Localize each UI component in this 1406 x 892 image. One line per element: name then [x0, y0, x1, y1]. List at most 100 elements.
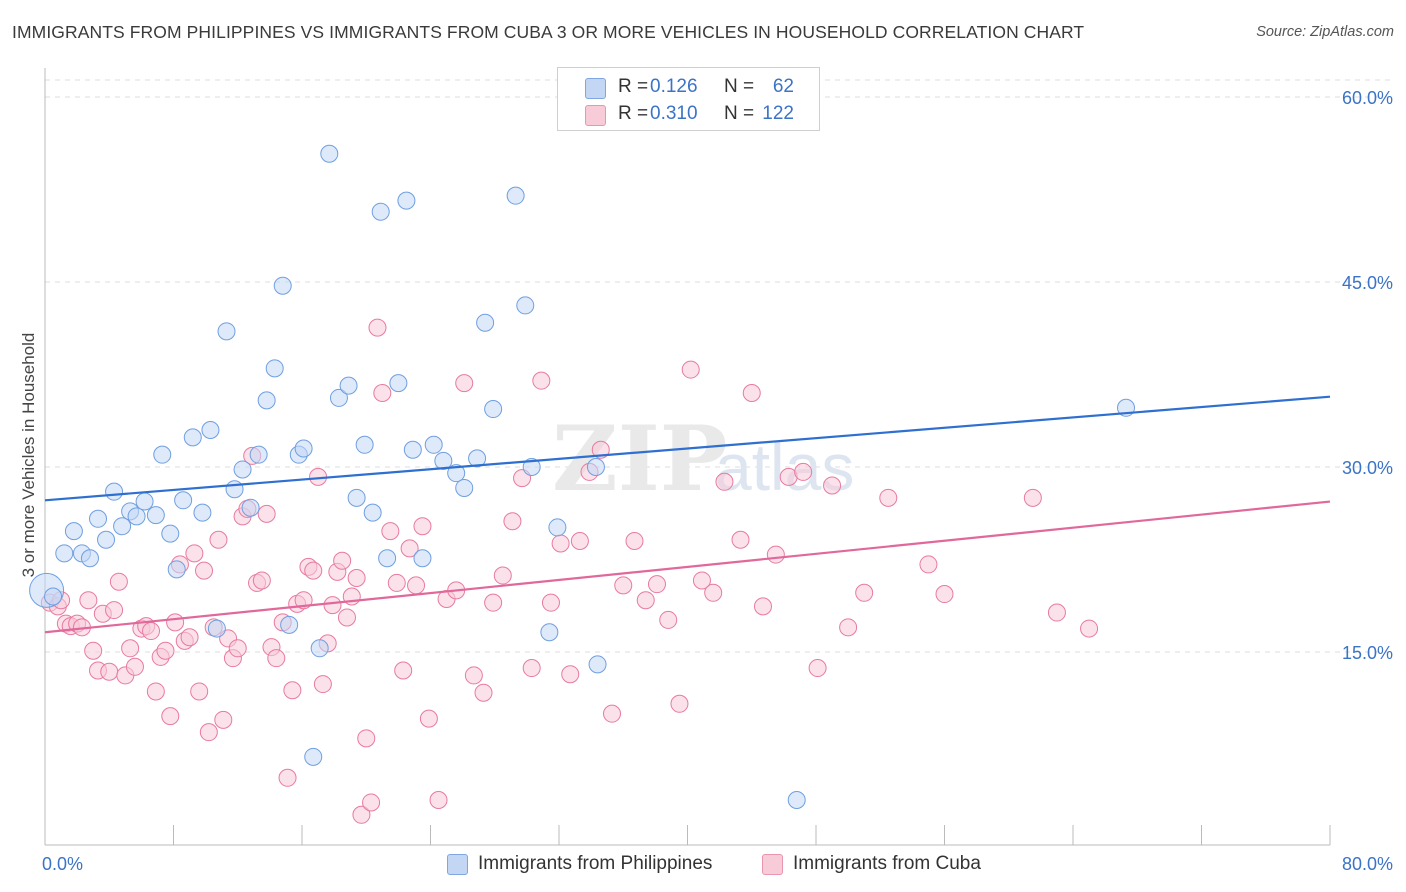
stats-row-cuba: R = 0.310 N = 122 [558, 103, 819, 127]
cuba-point-77 [455, 374, 474, 393]
philippines-point-9 [113, 517, 132, 536]
cuba-point-69 [394, 661, 413, 680]
philippines-point-27 [257, 391, 276, 410]
trendlines [44, 395, 1331, 634]
cuba-point-91 [591, 440, 610, 459]
cuba-point-82 [503, 512, 522, 531]
cuba-point-33 [209, 530, 228, 549]
philippines-point-3 [64, 522, 83, 541]
x-tick-labels: 0.0% 80.0% [42, 854, 1393, 874]
cuba-point-110 [823, 476, 842, 495]
cuba-point-118 [1080, 619, 1099, 638]
cuba-point-115 [935, 585, 954, 604]
legend-label-cuba: Immigrants from Cuba [793, 853, 981, 874]
philippines-point-23 [225, 480, 244, 499]
cuba-point-61 [347, 569, 366, 587]
philippines-point-11 [127, 507, 146, 526]
legend-swatch-philippines [447, 854, 468, 875]
philippines-point-34 [310, 639, 329, 658]
cuba-point-92 [603, 704, 622, 723]
cuba-point-74 [429, 791, 448, 809]
cuba-point-93 [614, 576, 633, 595]
cuba-point-81 [493, 566, 512, 585]
cuba-point-80 [484, 593, 503, 612]
cuba-point-114 [919, 555, 938, 574]
cuba-point-48 [283, 681, 302, 700]
trendline-cuba [44, 500, 1331, 634]
philippines-point-40 [363, 503, 382, 522]
philippines-point-7 [97, 530, 116, 549]
philippines-point-12 [135, 492, 154, 511]
cuba-point-89 [570, 532, 589, 550]
cuba-point-87 [551, 534, 570, 553]
y-tick-labels: 15.0% 30.0% 45.0% 60.0% [1342, 88, 1393, 663]
cuba-point-100 [692, 571, 711, 590]
philippines-point-24 [233, 460, 252, 479]
cuba-point-103 [731, 530, 750, 549]
cuba-point-13 [109, 572, 128, 591]
cuba-point-19 [142, 622, 161, 641]
gridlines [45, 79, 1393, 653]
philippines-point-42 [378, 549, 397, 568]
philippines-point-29 [273, 276, 292, 295]
cuba-point-11 [100, 662, 119, 681]
r-label: R = [618, 103, 649, 124]
x-tick-label-1: 80.0% [1342, 854, 1393, 874]
cuba-point-27 [180, 628, 199, 647]
philippines-point-57 [540, 623, 559, 642]
cuba-point-72 [413, 517, 432, 536]
philippines-point-59 [586, 458, 605, 476]
cuba-point-113 [879, 488, 898, 507]
philippines-point-30 [280, 615, 299, 634]
cuba-point-63 [357, 729, 376, 748]
cuba-point-71 [407, 576, 426, 595]
philippines-point-25 [241, 498, 260, 517]
philippines-point-61 [787, 791, 806, 809]
cuba-point-45 [267, 649, 286, 668]
philippines-point-22 [217, 322, 236, 341]
philippines-point-16 [167, 560, 186, 579]
cuba-point-23 [161, 707, 180, 726]
stats-legend: R = 0.126 N = 62 R = 0.310 N = 122 [557, 67, 820, 131]
philippines-point-20 [201, 421, 220, 439]
cuba-point-34 [214, 710, 233, 729]
philippines-point-48 [434, 451, 453, 470]
philippines-point-41 [371, 202, 390, 221]
cuba-point-84 [522, 659, 541, 678]
philippines-point-21 [207, 619, 226, 638]
cuba-point-65 [368, 318, 387, 337]
philippines-point-8 [105, 482, 124, 501]
cuba-point-78 [464, 666, 483, 685]
philippines-point-52 [476, 313, 495, 332]
series-legend: Immigrants from Philippines Immigrants f… [0, 852, 1406, 878]
philippines-point-14 [153, 445, 172, 464]
cuba-point-104 [742, 384, 761, 402]
philippines-point-49 [447, 464, 466, 483]
y-tick-label-3: 60.0% [1342, 88, 1393, 108]
philippines-point-17 [174, 491, 193, 510]
cuba-point-95 [636, 591, 655, 610]
cuba-point-37 [228, 639, 247, 658]
cuba-point-96 [647, 575, 666, 594]
watermark: ZIP atlas [552, 406, 854, 512]
cuba-point-88 [561, 665, 580, 684]
cuba-point-102 [715, 472, 734, 491]
cuba-point-47 [278, 768, 297, 787]
cuba-point-108 [794, 462, 813, 481]
philippines-point-50 [455, 478, 474, 497]
cuba-point-64 [362, 793, 381, 812]
cuba-point-101 [704, 583, 723, 602]
philippines-point-45 [403, 440, 422, 459]
philippines-point-32 [294, 439, 313, 458]
y-axis-label: 3 or more Vehicles in Household [19, 333, 38, 578]
n-value: 122 [762, 103, 794, 124]
philippines-point-5 [80, 549, 99, 568]
cuba-point-56 [323, 596, 342, 615]
cuba-point-58 [333, 551, 352, 570]
watermark-zip: ZIP [552, 406, 727, 512]
n-label: N = [724, 76, 755, 97]
cuba-point-31 [199, 723, 218, 742]
cuba-point-28 [185, 544, 204, 563]
cuba-point-79 [474, 683, 493, 702]
cuba-point-24 [166, 613, 185, 632]
